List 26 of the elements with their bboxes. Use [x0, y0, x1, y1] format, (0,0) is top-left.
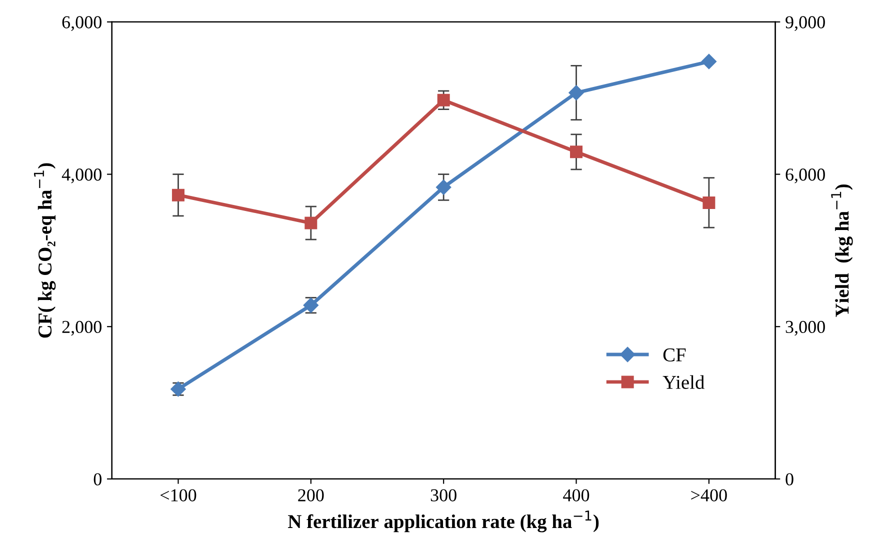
y2-tick-label: 9,000	[786, 16, 825, 31]
y2-tick-label: 6,000	[786, 168, 825, 184]
point	[437, 94, 450, 106]
point	[701, 54, 717, 70]
y2-tick-label: 3,000	[786, 320, 825, 336]
y2-axis-title: Yield (kg ha$^{−1}$)	[831, 184, 853, 317]
x-tick-label: 400	[563, 489, 590, 502]
y-tick-label: 4,000	[62, 168, 102, 184]
point	[304, 216, 318, 230]
point	[568, 85, 584, 100]
x-tick-label: 300	[430, 489, 456, 502]
y-tick-label: 6,000	[62, 16, 102, 31]
legend-label: CF	[663, 348, 686, 362]
x-axis-title: N fertilizer application rate (kg ha$^{−1}$)	[288, 510, 599, 532]
y-tick-label: 0	[94, 473, 102, 486]
x-tick-label: 200	[298, 489, 324, 502]
x-tick-label: <100	[160, 489, 196, 502]
point	[570, 146, 583, 158]
y-tick-label: 2,000	[62, 320, 102, 336]
y2-tick-label: 0	[786, 473, 794, 486]
legend-label: Yield	[662, 375, 704, 389]
point	[436, 180, 452, 195]
x-tick-label: >400	[691, 489, 727, 502]
y-axis-title: CF( kg CO₂-eq ha$^{−1}$)	[34, 163, 56, 338]
point	[702, 196, 716, 209]
point	[172, 188, 184, 202]
